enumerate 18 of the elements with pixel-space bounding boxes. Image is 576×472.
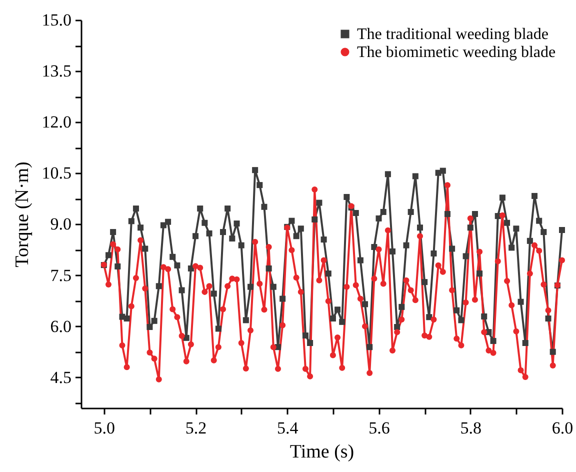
- y-tick-label: 10.5: [42, 164, 72, 183]
- legend-label: The traditional weeding blade: [357, 26, 548, 43]
- x-tick-label: 5.2: [185, 418, 207, 438]
- x-tick-label: 6.0: [552, 418, 574, 438]
- y-tick-label: 12.0: [42, 112, 72, 132]
- x-tick-label: 5.0: [94, 418, 116, 438]
- y-tick-label: 13.5: [42, 62, 72, 81]
- y-axis-title: Torque (N·m): [12, 162, 33, 268]
- x-tick-label: 5.4: [277, 418, 299, 438]
- legend-label: The biomimetic weeding blade: [357, 44, 556, 61]
- y-tick-label: 4.5: [50, 368, 72, 387]
- y-tick-label: 6.0: [50, 316, 72, 336]
- x-axis-title: Time (s): [290, 442, 354, 462]
- y-tick-label: 9.0: [50, 214, 72, 234]
- x-tick-label: 5.8: [460, 418, 482, 438]
- y-tick-label: 15.0: [42, 10, 72, 30]
- x-tick-label: 5.6: [368, 418, 390, 438]
- y-tick-label: 7.5: [50, 266, 72, 285]
